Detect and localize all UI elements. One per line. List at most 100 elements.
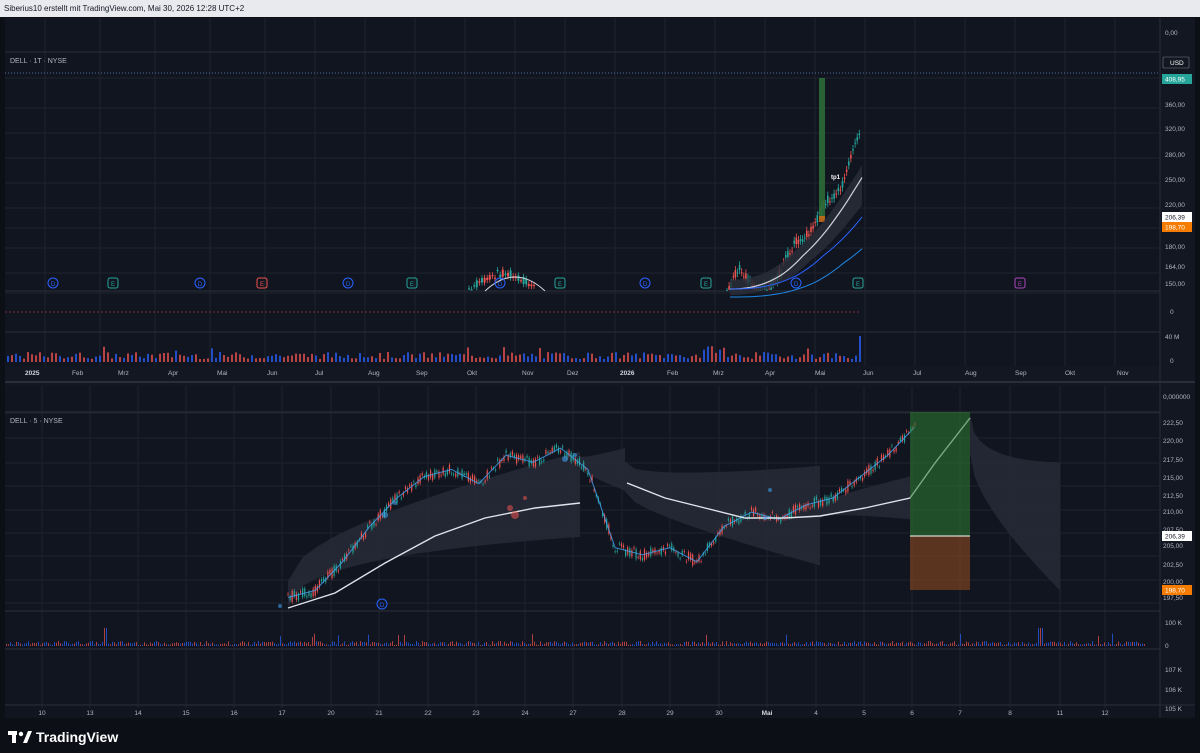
- volume-bar: [354, 642, 355, 646]
- volume-bar: [442, 642, 443, 646]
- volume-bar: [746, 641, 747, 646]
- dividend-event-marker[interactable]: D: [194, 277, 206, 289]
- panel2-y-tick: 197,50: [1163, 595, 1183, 602]
- earnings-event-marker[interactable]: E: [107, 277, 119, 289]
- candle: [308, 591, 310, 596]
- candle: [476, 480, 478, 482]
- earnings-event-marker[interactable]: E: [256, 277, 268, 289]
- panel1-y-tick: 220,00: [1165, 202, 1185, 209]
- dividend-event-marker[interactable]: D: [376, 598, 388, 610]
- volume-bar: [472, 642, 473, 646]
- candle: [504, 273, 507, 275]
- candle: [826, 497, 828, 505]
- volume-bar: [188, 641, 189, 646]
- candle: [574, 458, 576, 464]
- candle: [473, 285, 476, 287]
- dividend-event-marker[interactable]: D: [342, 277, 354, 289]
- panel2-x-tick: 4: [814, 710, 818, 717]
- candle: [503, 456, 505, 461]
- candle: [637, 557, 639, 559]
- candle: [453, 474, 455, 475]
- signal-bubble: [511, 511, 519, 519]
- volume-bar: [311, 353, 313, 362]
- volume-bar: [603, 358, 605, 362]
- volume-bar: [20, 643, 21, 646]
- volume-bar: [648, 642, 649, 646]
- earnings-event-marker[interactable]: E: [1014, 277, 1026, 289]
- volume-bar: [155, 358, 157, 362]
- panel1-y-tick: 320,00: [1165, 126, 1185, 133]
- dividend-event-marker[interactable]: D: [639, 277, 651, 289]
- earnings-event-marker[interactable]: E: [852, 277, 864, 289]
- volume-bar: [578, 644, 579, 646]
- volume-bar: [972, 643, 973, 646]
- earnings-event-marker[interactable]: E: [406, 277, 418, 289]
- panel1-y-tick: 180,00: [1165, 244, 1185, 251]
- volume-bar: [798, 642, 799, 646]
- panel1-price-tag: [1162, 212, 1192, 222]
- candle: [501, 459, 503, 462]
- volume-bar: [916, 644, 917, 646]
- volume-bar: [124, 643, 125, 646]
- candle: [700, 561, 702, 563]
- volume-bar: [504, 641, 505, 646]
- volume-bar: [856, 644, 857, 646]
- dividend-event-marker[interactable]: D: [47, 277, 59, 289]
- panel1-price-tag: [1162, 222, 1192, 232]
- volume-bar: [212, 642, 213, 646]
- panel1-x-tick: Apr: [168, 370, 179, 377]
- volume-bar: [330, 644, 331, 646]
- volume-bar: [808, 644, 809, 646]
- volume-bar: [498, 641, 499, 646]
- candle: [854, 142, 856, 144]
- candle: [641, 557, 643, 561]
- volume-bar: [32, 642, 33, 646]
- volume-bar: [28, 641, 29, 646]
- volume-bar: [110, 644, 111, 646]
- event-label: D: [198, 282, 203, 288]
- volume-bar: [706, 634, 707, 646]
- volume-bar: [242, 641, 243, 646]
- event-box: [406, 277, 418, 289]
- candle: [734, 270, 737, 278]
- volume-bar: [360, 641, 361, 646]
- volume-bar: [391, 357, 393, 362]
- earnings-event-marker[interactable]: E: [554, 277, 566, 289]
- volume-bar: [367, 357, 369, 362]
- charts-svg[interactable]: DELL · 1T · NYSE tp1 D E D E D E D E D E D E E DELL · …: [5, 18, 1195, 718]
- volume-bar: [228, 641, 229, 646]
- volume-bar: [1018, 642, 1019, 646]
- candle: [360, 532, 362, 538]
- volume-bar: [842, 643, 843, 646]
- volume-bar: [127, 353, 129, 362]
- volume-bar: [438, 643, 439, 646]
- candle: [897, 442, 899, 444]
- dividend-event-marker[interactable]: D: [790, 277, 802, 289]
- volume-bar: [299, 353, 301, 362]
- volume-bar: [1022, 641, 1023, 646]
- panel2-y-tick: 212,50: [1163, 493, 1183, 500]
- volume-bar: [1054, 641, 1055, 646]
- event-label: E: [1018, 282, 1022, 288]
- dividend-event-marker[interactable]: D: [494, 277, 506, 289]
- volume-bar: [602, 644, 603, 646]
- volume-bar: [579, 358, 581, 362]
- candle: [648, 553, 650, 556]
- tradingview-logo[interactable]: TradingView: [8, 729, 118, 745]
- candle: [578, 458, 581, 465]
- volume-bar: [239, 354, 241, 362]
- candle: [484, 480, 486, 483]
- volume-bar: [868, 642, 869, 646]
- volume-bar: [711, 346, 713, 362]
- candle: [327, 571, 329, 579]
- volume-bar: [742, 644, 743, 646]
- event-box: [852, 277, 864, 289]
- event-circle: [194, 277, 206, 289]
- volume-bar: [460, 643, 461, 646]
- volume-bar: [44, 642, 45, 646]
- volume-bar: [519, 354, 521, 362]
- volume-bar: [858, 642, 859, 646]
- volume-bar: [318, 641, 319, 646]
- candle: [341, 558, 344, 560]
- earnings-event-marker[interactable]: E: [700, 277, 712, 289]
